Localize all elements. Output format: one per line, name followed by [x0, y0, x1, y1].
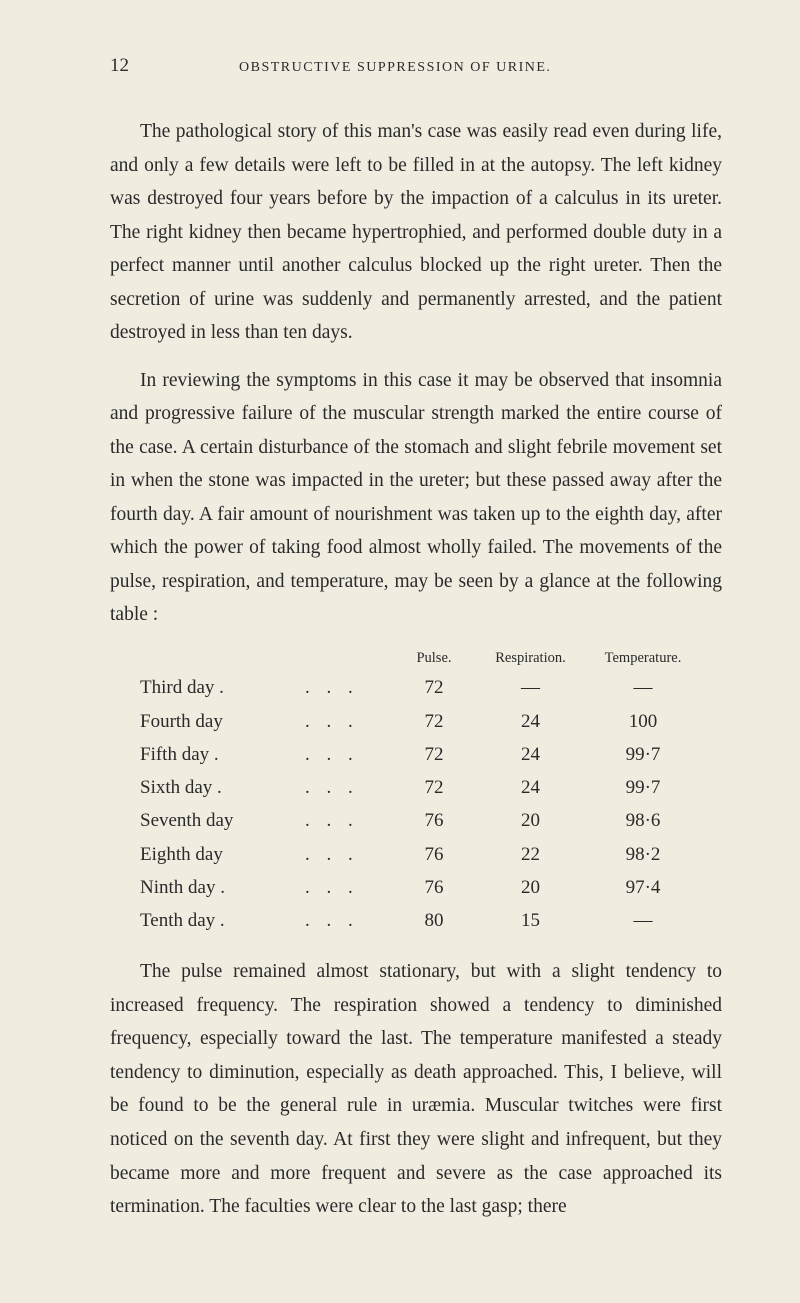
row-resp: 24	[473, 705, 588, 738]
row-resp: 20	[473, 804, 588, 837]
row-pulse: 72	[395, 671, 473, 704]
row-temp: 98·2	[588, 838, 698, 871]
row-resp: —	[473, 671, 588, 704]
table-row: Fifth day . . . . 72 24 99·7	[110, 738, 722, 771]
paragraph-1: The pathological story of this man's cas…	[110, 115, 722, 350]
paragraph-3: The pulse remained almost stationary, bu…	[110, 955, 722, 1223]
table-row: Third day . . . . 72 — —	[110, 671, 722, 704]
row-dots: . . .	[305, 671, 395, 704]
row-resp: 20	[473, 871, 588, 904]
row-label: Sixth day .	[110, 771, 305, 804]
page-container: 12 OBSTRUCTIVE SUPPRESSION OF URINE. The…	[0, 0, 800, 1288]
table-row: Seventh day . . . 76 20 98·6	[110, 804, 722, 837]
row-label: Seventh day	[110, 804, 305, 837]
table-row: Eighth day . . . 76 22 98·2	[110, 838, 722, 871]
row-temp: —	[588, 671, 698, 704]
row-temp: —	[588, 904, 698, 937]
row-dots: . . .	[305, 904, 395, 937]
row-temp: 97·4	[588, 871, 698, 904]
row-dots: . . .	[305, 705, 395, 738]
row-dots: . . .	[305, 771, 395, 804]
table-header-empty	[110, 646, 305, 671]
row-resp: 15	[473, 904, 588, 937]
row-label: Ninth day .	[110, 871, 305, 904]
table-header-temp: Temperature.	[588, 646, 698, 671]
row-pulse: 76	[395, 871, 473, 904]
table-row: Tenth day . . . . 80 15 —	[110, 904, 722, 937]
row-pulse: 76	[395, 838, 473, 871]
vital-signs-table: Pulse. Respiration. Temperature. Third d…	[110, 646, 722, 937]
running-head: OBSTRUCTIVE SUPPRESSION OF URINE.	[239, 60, 551, 76]
table-row: Fourth day . . . 72 24 100	[110, 705, 722, 738]
row-resp: 22	[473, 838, 588, 871]
row-label: Third day .	[110, 671, 305, 704]
row-pulse: 76	[395, 804, 473, 837]
page-number: 12	[110, 55, 129, 77]
paragraph-2: In reviewing the symptoms in this case i…	[110, 364, 722, 632]
row-pulse: 72	[395, 771, 473, 804]
row-label: Eighth day	[110, 838, 305, 871]
row-dots: . . .	[305, 871, 395, 904]
row-resp: 24	[473, 738, 588, 771]
row-label: Fifth day .	[110, 738, 305, 771]
row-dots: . . .	[305, 738, 395, 771]
row-temp: 99·7	[588, 771, 698, 804]
row-temp: 99·7	[588, 738, 698, 771]
row-pulse: 72	[395, 705, 473, 738]
row-pulse: 80	[395, 904, 473, 937]
row-label: Tenth day .	[110, 904, 305, 937]
row-dots: . . .	[305, 838, 395, 871]
table-header-pulse: Pulse.	[395, 646, 473, 671]
row-dots: . . .	[305, 804, 395, 837]
row-resp: 24	[473, 771, 588, 804]
row-pulse: 72	[395, 738, 473, 771]
row-label: Fourth day	[110, 705, 305, 738]
table-row: Ninth day . . . . 76 20 97·4	[110, 871, 722, 904]
table-row: Sixth day . . . . 72 24 99·7	[110, 771, 722, 804]
table-header-resp: Respiration.	[473, 646, 588, 671]
table-header-row: Pulse. Respiration. Temperature.	[110, 646, 722, 671]
row-temp: 100	[588, 705, 698, 738]
table-header-spacer	[305, 646, 395, 671]
page-header: 12 OBSTRUCTIVE SUPPRESSION OF URINE.	[110, 55, 722, 77]
row-temp: 98·6	[588, 804, 698, 837]
